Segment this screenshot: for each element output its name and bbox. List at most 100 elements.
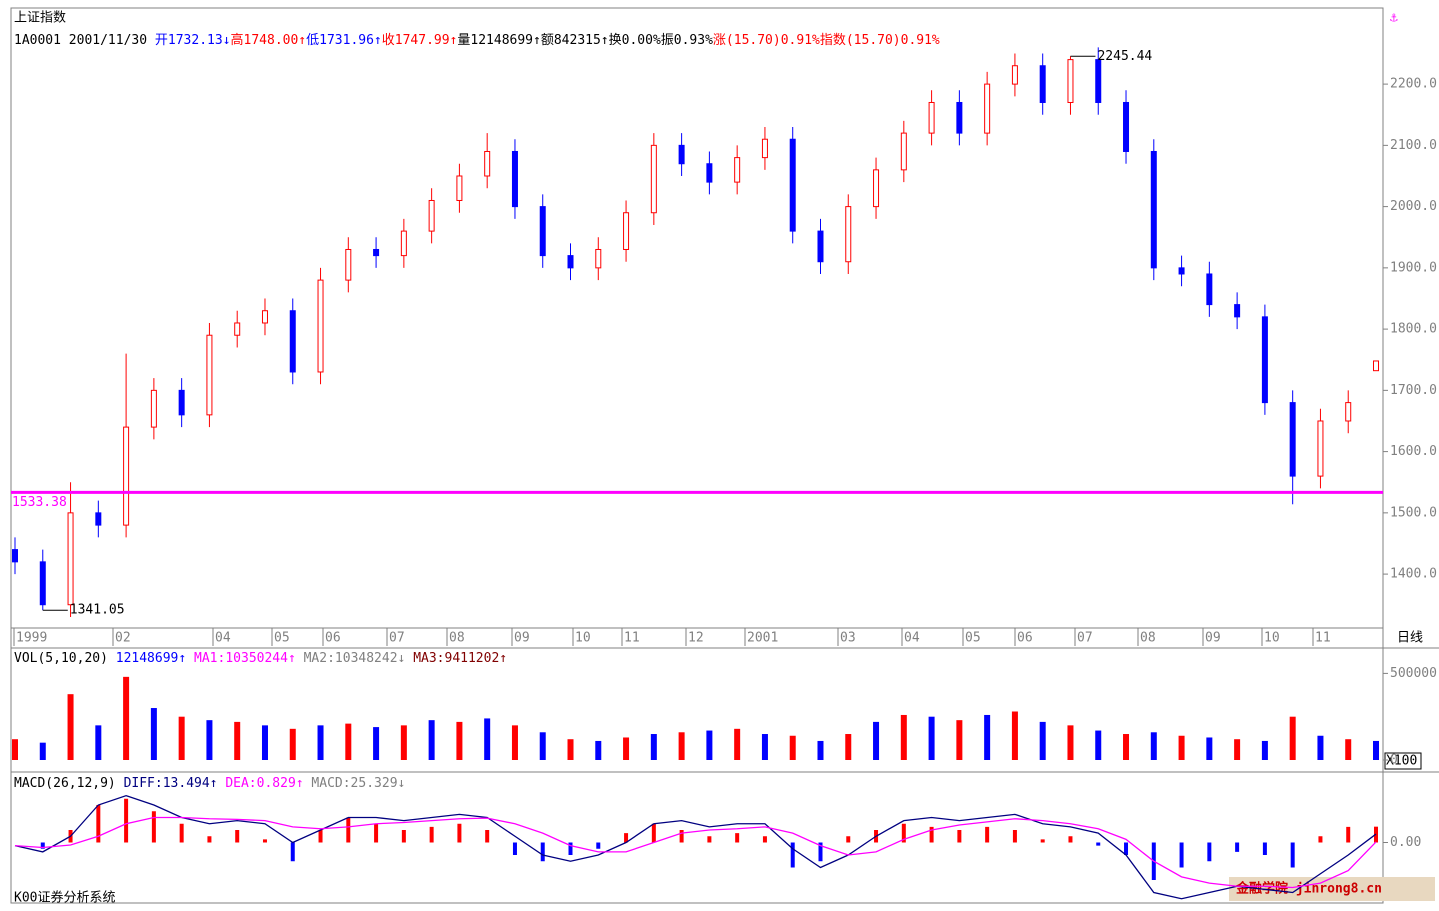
- x-tick-label: 08: [449, 631, 465, 646]
- legend-entry: MA1:10350244↑: [194, 651, 304, 666]
- volume-bar: [289, 728, 296, 760]
- quote-field: 量12148699↑: [457, 33, 540, 48]
- volume-bar: [206, 720, 213, 760]
- candle-body: [928, 101, 935, 134]
- candle-body: [317, 279, 324, 373]
- volume-bar: [539, 732, 546, 760]
- annotation: 1341.05: [70, 603, 125, 618]
- candle-body: [511, 150, 518, 208]
- x-tick-label: 2001: [747, 631, 778, 646]
- candle-body: [484, 150, 491, 177]
- candle-body: [1178, 267, 1185, 275]
- legend-entry: MACD(26,12,9): [14, 776, 124, 791]
- quote-field: 收1747.99↑: [382, 33, 458, 48]
- candle-body: [900, 132, 907, 171]
- candle-body: [845, 206, 852, 263]
- quote-field: 开1732.13↓: [155, 33, 231, 48]
- candle-body: [261, 310, 268, 324]
- volume-bar: [67, 694, 74, 760]
- volume-bar: [873, 721, 880, 760]
- y-tick-label: 2200.0: [1390, 77, 1437, 92]
- volume-bar: [261, 725, 268, 760]
- watermark: 金融学院 jinrong8.cn: [1235, 881, 1382, 897]
- volume-bar: [12, 739, 18, 760]
- candle-body: [623, 212, 630, 250]
- quote-field: 1A0001 2001/11/30: [14, 33, 155, 48]
- volume-bar: [1289, 716, 1296, 760]
- volume-bar: [1317, 735, 1324, 760]
- volume-bar: [345, 723, 352, 760]
- legend-entry: DIFF:13.494↑: [124, 776, 226, 791]
- x-tick-label: 02: [115, 631, 131, 646]
- candle-body: [1261, 316, 1268, 404]
- volume-bar: [95, 725, 102, 760]
- y-tick-label: 500000: [1390, 666, 1437, 681]
- volume-bar: [678, 732, 685, 760]
- volume-bar: [789, 735, 796, 760]
- x-tick-label: 10: [575, 631, 591, 646]
- macd-line: [14, 816, 1377, 889]
- volume-bar: [595, 740, 602, 760]
- candle-body: [984, 83, 991, 134]
- anchor-icon[interactable]: ⚓: [1390, 11, 1398, 26]
- legend-entry: MACD:25.329↓: [311, 776, 405, 791]
- x-tick-label: 07: [1077, 631, 1093, 646]
- x-tick-label: 11: [624, 631, 640, 646]
- x-tick-label: 05: [274, 631, 290, 646]
- y-tick-label: 1500.0: [1390, 505, 1437, 520]
- candle-body: [789, 138, 796, 232]
- volume-bar: [1373, 740, 1379, 760]
- candle-body: [595, 248, 602, 269]
- quote-field: 指数(15.70)0.91%: [820, 33, 940, 48]
- legend-entry: MA3:9411202↑: [413, 651, 507, 666]
- candle-body: [373, 248, 380, 257]
- volume-bar: [900, 714, 907, 760]
- candle-body: [1289, 402, 1296, 477]
- candle-body: [345, 248, 352, 281]
- unit-box: [1384, 752, 1422, 770]
- volume-bar: [1095, 730, 1102, 760]
- x-tick-label: 09: [514, 631, 530, 646]
- period-label: 日线: [1397, 631, 1423, 646]
- volume-bar: [373, 727, 380, 760]
- x-tick-label: 05: [965, 631, 981, 646]
- volume-bar: [956, 720, 963, 760]
- x-tick-label: 04: [904, 631, 920, 646]
- y-tick-label: 0: [1390, 753, 1398, 768]
- y-tick-label: 1400.0: [1390, 567, 1437, 582]
- candle-body: [95, 512, 102, 526]
- x-tick-label: 07: [389, 631, 405, 646]
- macd-line: [14, 794, 1377, 900]
- volume-bar: [1150, 732, 1157, 760]
- candle-body: [1206, 273, 1213, 306]
- volume-bar: [123, 676, 130, 760]
- volume-bar: [1345, 739, 1352, 760]
- volume-bar: [623, 737, 630, 760]
- volume-bar: [706, 730, 713, 760]
- y-tick-label: 1700.0: [1390, 383, 1437, 398]
- y-tick-label: 1900.0: [1390, 260, 1437, 275]
- reference-label: 1533.38: [12, 495, 67, 510]
- candle-body: [873, 169, 880, 208]
- candle-body: [1011, 65, 1018, 85]
- candle-body: [456, 175, 463, 201]
- x-tick-label: 06: [1017, 631, 1033, 646]
- candle-body: [734, 157, 741, 183]
- volume-bar: [1123, 734, 1130, 760]
- x-tick-label: 10: [1264, 631, 1280, 646]
- candle-body: [761, 138, 768, 159]
- candle-body: [289, 310, 296, 373]
- y-tick-label: 1600.0: [1390, 444, 1437, 459]
- quote-info: 1A0001 2001/11/30 开1732.13↓高1748.00↑低173…: [14, 32, 940, 48]
- volume-bar: [428, 720, 435, 760]
- footer: K00证券分析系统: [14, 890, 115, 906]
- candle-body: [539, 206, 546, 257]
- candle-body: [12, 549, 18, 563]
- y-tick-label: 2100.0: [1390, 138, 1437, 153]
- legend: VOL(5,10,20) 12148699↑ MA1:10350244↑ MA2…: [14, 651, 507, 666]
- candle-body: [178, 389, 185, 416]
- candle-body: [650, 144, 657, 214]
- quote-field: 低1731.96↑: [306, 33, 382, 48]
- x-tick-label: 04: [215, 631, 231, 646]
